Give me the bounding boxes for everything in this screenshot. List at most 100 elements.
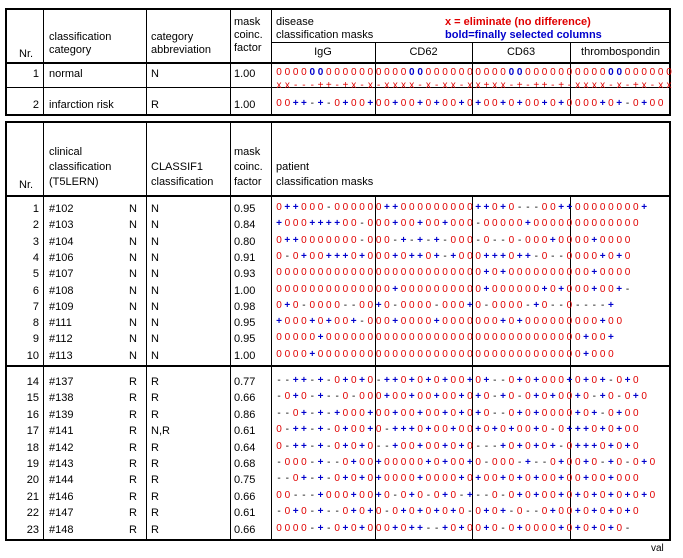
row-mask: 0 0 0 0 0 +0 0 0 0 0 0 0 0 0 0 0 0 0 0 0 0 0 0 0 0 0 0 0 0 0 0 0 0 0 0 0 +0 0…: [276, 332, 615, 344]
row-factor: 0.86: [234, 408, 256, 421]
disease-classification-table: Nr. classification category category abb…: [5, 8, 672, 116]
row-clinical-class: R: [129, 523, 137, 536]
row-classif1: R: [151, 507, 159, 520]
row-classif1: N: [151, 317, 159, 330]
row-classif1: N: [151, 203, 159, 215]
row-classif1: R: [151, 490, 159, 503]
row-classif1: N: [151, 235, 159, 248]
row-classif1: N,R: [151, 425, 170, 438]
row-nr: 7: [32, 300, 39, 313]
row2-factor: 1.00: [234, 99, 256, 111]
row-mask: +0 0 0 + + + +0 0-0 0 0 +0 0 +0 0 +0 0 0-0 0 0 0 0 +0 0 0 0 0 0 0 0 0…: [276, 218, 639, 230]
col-header-category-abbr-1: category: [151, 31, 194, 43]
row-factor: 0.91: [234, 251, 256, 264]
row-patient-id: #113: [49, 349, 73, 362]
row-clinical-class: R: [129, 376, 137, 388]
row-classif1: R: [151, 474, 159, 487]
row-classif1: N: [151, 349, 159, 362]
row-factor: 1.00: [234, 284, 256, 297]
row-mask: -0 +0- + - -0 +0 +0-0 +0 +0 +0 +0-0 +0 + -0- -0 +0 0 +0 +0…: [277, 506, 639, 518]
row-nr: 10: [26, 349, 39, 362]
row-mask: -0 +0- + - -0-0 0 0 +0 0 +0 0 +0 0 +0 +0- +0-0 +0 +0 0 +0- +…: [277, 391, 648, 403]
row-nr: 4: [32, 251, 39, 264]
row-mask: 0- + + - + -0 +0 0 +0- + + +0 +0 0 +0 0 +0 +0 +0 0 +0-0 + + +0 +…: [276, 424, 639, 436]
row-nr: 9: [32, 333, 39, 346]
row-nr: 17: [26, 425, 39, 438]
group-thrombospondin: thrombospondin: [581, 46, 660, 58]
row-classif1: R: [151, 458, 159, 470]
col-header-classification: classification: [49, 31, 112, 43]
row-factor: 0.66: [234, 523, 256, 536]
row-mask: 0-0 +0 0 + + +0 +0 0 0 +0 + +0 + - +0 0 0 + + +0 + + -0- -0 0 0 0 +…: [276, 250, 631, 262]
col-header-clinical-3: (T5LERN): [49, 176, 99, 188]
row-patient-id: #104: [49, 235, 74, 248]
row-patient-id: #146: [49, 490, 74, 503]
row-classif1: N: [151, 284, 159, 297]
group-cd63: CD63: [506, 46, 536, 58]
col-header-mask-1: mask: [234, 16, 261, 28]
row-classif1: N: [151, 300, 159, 313]
row-mask: 0 0 0 0- + -0 +0 +0 0 0 +0 + + - - +0 +0 0 +0-0 +0 0 0 0 +0 +0 +0…: [276, 522, 630, 534]
row-factor: 0.66: [234, 392, 256, 405]
row-patient-id: #103: [49, 219, 74, 232]
row2-category: infarction risk: [49, 99, 114, 111]
row-patient-id: #138: [49, 392, 74, 405]
row-clinical-class: R: [129, 441, 137, 454]
col-header-classif1-2: classification: [151, 176, 214, 188]
row-clinical-class: R: [129, 474, 137, 487]
col-header-disease-masks: classification masks: [276, 29, 374, 41]
row-factor: 0.95: [234, 203, 256, 215]
row-clinical-class: R: [129, 408, 137, 421]
row-factor: 0.95: [234, 317, 256, 330]
row-nr: 6: [32, 284, 39, 297]
row-factor: 0.61: [234, 425, 256, 438]
row-patient-id: #106: [49, 251, 74, 264]
row-classif1: R: [151, 376, 159, 388]
col-header-clinical-1: clinical: [49, 146, 83, 158]
row-classif1: R: [151, 441, 159, 454]
row-patient-id: #107: [49, 268, 74, 281]
group-igg: IgG: [314, 46, 332, 58]
row-classif1: N: [151, 268, 159, 281]
row-mask: - - + + - + -0 +0 +0- + +0 +0 +0 +0 0 +0 + - -0 +0 +0 0 0 +0 +0 +…: [277, 375, 639, 386]
row-patient-id: #109: [49, 300, 74, 313]
row-nr: 14: [26, 376, 39, 388]
row-clinical-class: R: [129, 425, 137, 438]
row-clinical-class: N: [129, 268, 137, 281]
row-clinical-class: R: [129, 458, 137, 470]
col-header-patient-masks: classification masks: [276, 176, 374, 188]
row-factor: 0.84: [234, 219, 256, 232]
row-clinical-class: N: [129, 333, 137, 346]
row1-eliminate-mask: x x - - - + + - + x - x - x x x x - x - x x - x x + x x - + - + + - + - x x x x…: [276, 80, 672, 91]
row-factor: 0.61: [234, 507, 256, 520]
row-mask: - -0 + - + - +0 0 0 +0 0 +0 0 +0 0 +0 +0 +0- -0 +0 +0 0 0 0 +0 + -…: [277, 407, 639, 419]
col-header-nr: Nr.: [19, 48, 34, 60]
row-factor: 0.95: [234, 333, 256, 346]
row-nr: 16: [26, 408, 39, 421]
col-header-category: category: [49, 44, 92, 56]
row2-nr: 2: [32, 99, 39, 111]
row-clinical-class: N: [129, 300, 137, 313]
row-clinical-class: N: [129, 284, 137, 297]
row-factor: 0.93: [234, 268, 256, 281]
row1-category: normal: [49, 68, 83, 80]
row-nr: 22: [26, 507, 39, 520]
row-clinical-class: R: [129, 507, 137, 520]
legend-bold: bold=finally selected columns: [445, 29, 602, 41]
row1-factor: 1.00: [234, 68, 256, 80]
patient-classification-table: Nr. clinical classification (T5LERN) CLA…: [5, 121, 671, 541]
row-patient-id: #148: [49, 523, 74, 536]
row2-mask: 0 0 + + - + -0 +0 0 +0 0 +0 0 +0 +0 0 +0 +0 0 +0 +0 0 +0 +0 0 0 0 +…: [276, 98, 664, 109]
row-mask: 0 0 0 0 0 0 0 0 0 0 0 0 0 0 0 0 0 0 0 0 0 0 0 0 0 +0 +0 0 0 0 0 0 0 0 0 0 +0…: [276, 267, 631, 279]
col-header-mask-2: coinc.: [234, 29, 263, 41]
col-header-mask2-3: factor: [234, 176, 262, 188]
row-classif1: N: [151, 219, 159, 232]
row-nr: 20: [26, 474, 39, 487]
row-mask: 0 + +0 0 0 0 0 0 0-0 0 0- + - + - + -0 0 0-0- -0-0 0 0 +0 0 0 0 +0…: [276, 234, 631, 246]
row-factor: 1.00: [234, 349, 256, 362]
row-nr: 2: [32, 219, 39, 232]
row-nr: 23: [26, 523, 39, 536]
legend-eliminate: x = eliminate (no difference): [445, 16, 591, 28]
row-factor: 0.66: [234, 490, 256, 503]
